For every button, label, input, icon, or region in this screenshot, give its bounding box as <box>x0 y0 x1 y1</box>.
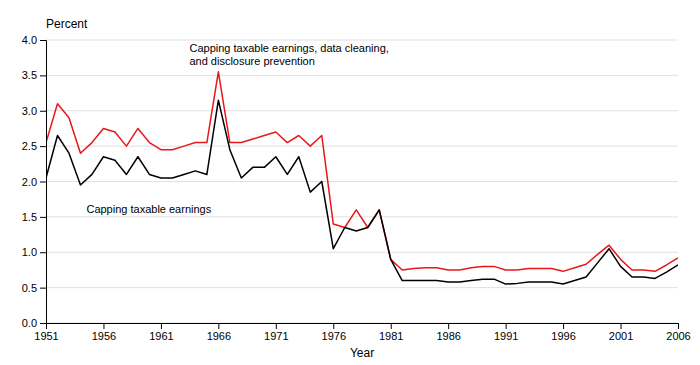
x-tick: 2001 <box>609 323 633 342</box>
y-tick-label: 2.5 <box>22 140 37 152</box>
x-axis: 1951 1956 1961 1966 1971 1976 1981 1986 1991 1996… <box>34 323 690 342</box>
x-tick: 1986 <box>436 323 460 342</box>
x-tick-label: 1976 <box>322 330 346 342</box>
y-axis-line <box>40 41 47 324</box>
y-tick-mark <box>40 252 46 253</box>
y-tick-label: 0.5 <box>22 282 37 294</box>
x-tick-label: 1981 <box>379 330 403 342</box>
y-tick-mark <box>40 217 46 218</box>
y-tick: 0.0 <box>22 317 46 329</box>
y-tick-label: 0.0 <box>22 317 37 329</box>
y-tick-label: 1.5 <box>22 211 37 223</box>
x-tick: 1981 <box>379 323 403 342</box>
annotation: Capping taxable earnings <box>86 203 211 215</box>
grid-line <box>46 75 678 76</box>
x-tick-mark <box>678 323 679 329</box>
x-tick: 2006 <box>666 323 690 342</box>
x-tick: 1966 <box>207 323 231 342</box>
y-axis-title: Percent <box>46 17 88 31</box>
x-tick-mark <box>276 323 277 329</box>
x-tick: 1951 <box>34 323 58 342</box>
x-tick-mark <box>448 323 449 329</box>
x-tick: 1996 <box>551 323 575 342</box>
y-tick-label: 2.0 <box>22 176 37 188</box>
x-axis-title: Year <box>350 346 374 360</box>
y-tick: 2.0 <box>22 176 46 188</box>
y-tick: 2.5 <box>22 140 46 152</box>
grid-line <box>46 216 678 217</box>
y-tick-mark <box>40 288 46 289</box>
x-tick-mark <box>218 323 219 329</box>
x-tick-label: 1956 <box>92 330 116 342</box>
x-tick-mark <box>103 323 104 329</box>
y-tick: 0.5 <box>22 282 46 294</box>
x-tick-label: 1991 <box>494 330 518 342</box>
y-axis: 0.0 0.5 1.0 1.5 2.0 2.5 3.0 3.5 4.0 <box>22 34 47 329</box>
x-tick-mark <box>563 323 564 329</box>
annotations: Capping taxable earnings Capping taxable … <box>86 42 388 215</box>
y-tick-mark <box>40 40 46 41</box>
y-tick-mark <box>40 182 46 183</box>
y-tick: 1.0 <box>22 246 46 258</box>
x-axis-line <box>47 324 679 330</box>
x-tick-mark <box>161 323 162 329</box>
series-line <box>46 72 678 272</box>
y-tick-mark <box>40 111 46 112</box>
x-tick-label: 2006 <box>666 330 690 342</box>
y-tick-mark <box>40 75 46 76</box>
annotation: Capping taxable earnings, data cleaning,… <box>189 42 388 67</box>
x-tick: 1971 <box>264 323 288 342</box>
x-tick-label: 1961 <box>149 330 173 342</box>
y-tick: 3.5 <box>22 69 46 81</box>
x-tick-label: 1951 <box>34 330 58 342</box>
y-tick: 3.0 <box>22 105 46 117</box>
x-tick-label: 1966 <box>207 330 231 342</box>
x-tick: 1961 <box>149 323 173 342</box>
grid-line <box>46 146 678 147</box>
y-tick-mark <box>40 323 46 324</box>
x-tick: 1991 <box>494 323 518 342</box>
series-line <box>46 100 678 284</box>
x-tick-label: 1971 <box>264 330 288 342</box>
x-tick-label: 2001 <box>609 330 633 342</box>
grid-line <box>46 252 678 253</box>
grid <box>46 40 678 323</box>
grid-line <box>46 181 678 182</box>
plot: 1951 1956 1961 1966 1971 1976 1981 1986 1991 1996… <box>22 34 691 342</box>
y-tick-mark <box>40 146 46 147</box>
x-tick-label: 1996 <box>551 330 575 342</box>
x-tick-mark <box>621 323 622 329</box>
y-tick-label: 3.5 <box>22 69 37 81</box>
y-tick-label: 3.0 <box>22 105 37 117</box>
x-tick-mark <box>333 323 334 329</box>
grid-line <box>46 287 678 288</box>
x-tick-label: 1986 <box>436 330 460 342</box>
x-tick-mark <box>391 323 392 329</box>
y-tick-label: 4.0 <box>22 34 37 46</box>
x-tick: 1976 <box>322 323 346 342</box>
y-tick-label: 1.0 <box>22 246 37 258</box>
x-tick-mark <box>506 323 507 329</box>
x-tick: 1956 <box>92 323 116 342</box>
y-tick: 1.5 <box>22 211 46 223</box>
lines <box>46 72 678 284</box>
grid-line <box>46 40 678 41</box>
chart: 1951 1956 1961 1966 1971 1976 1981 1986 1991 1996… <box>0 0 700 365</box>
y-tick: 4.0 <box>22 34 46 46</box>
grid-line <box>46 110 678 111</box>
